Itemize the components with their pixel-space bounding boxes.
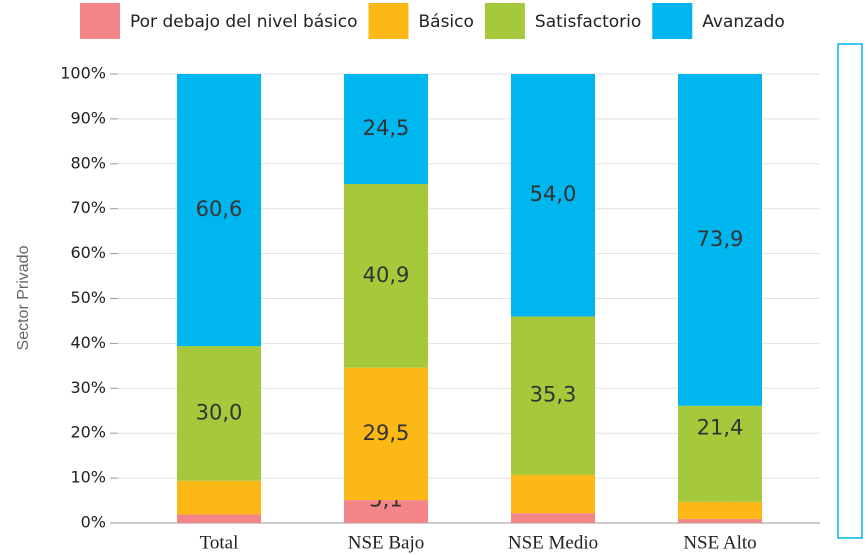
bar-segment [678, 518, 762, 523]
data-label: 29,5 [363, 421, 410, 445]
y-tick-label: 60% [70, 243, 106, 262]
data-label: 35,3 [530, 383, 577, 407]
x-tick-label: NSE Bajo [348, 532, 425, 553]
bar-segment [511, 316, 595, 475]
data-label: 54,0 [530, 182, 577, 206]
bar-segment [678, 501, 762, 519]
y-tick-label: 40% [70, 333, 106, 352]
bar-segment [177, 346, 261, 481]
y-tick-label: 90% [70, 108, 106, 127]
y-tick-label: 10% [70, 468, 106, 487]
bar-segment [177, 480, 261, 515]
legend-label: Satisfactorio [535, 12, 641, 32]
y-tick-label: 70% [70, 198, 106, 217]
data-label: 30,0 [196, 400, 243, 424]
legend-swatch [368, 3, 409, 39]
bar-segment [678, 74, 762, 406]
y-tick-label: 0% [81, 513, 106, 532]
y-tick-label: 30% [70, 378, 106, 397]
legend-label: Avanzado [702, 12, 784, 32]
y-tick-label: 80% [70, 153, 106, 172]
data-label: 21,4 [697, 416, 744, 440]
data-label: 73,9 [697, 227, 744, 251]
y-axis-label: Sector Privado [15, 245, 32, 350]
data-label: 40,9 [363, 263, 410, 287]
x-tick-label: NSE Medio [508, 532, 598, 553]
bar-segment [511, 74, 595, 317]
legend-label: Por debajo del nivel básico [130, 12, 357, 32]
bar-segment [511, 474, 595, 514]
x-tick-label: Total [200, 532, 239, 553]
y-tick-label: 100% [60, 64, 106, 83]
side-panel [837, 43, 863, 539]
bar-segment [344, 367, 428, 501]
y-tick-label: 20% [70, 423, 106, 442]
data-label: 60,6 [196, 197, 243, 221]
bar-segment [511, 513, 595, 523]
bar-segment [344, 74, 428, 185]
bar-segment [344, 500, 428, 523]
legend-swatch [80, 3, 120, 39]
bar-segment [177, 514, 261, 523]
bar-segment [177, 74, 261, 347]
legend-swatch [652, 3, 693, 39]
legend-swatch [484, 3, 525, 39]
y-tick-label: 50% [70, 288, 106, 307]
bar-segment [678, 405, 762, 502]
x-tick-label: NSE Alto [683, 532, 756, 553]
data-label: 24,5 [363, 116, 410, 140]
legend-label: Básico [418, 12, 473, 32]
bar-segment [344, 184, 428, 368]
